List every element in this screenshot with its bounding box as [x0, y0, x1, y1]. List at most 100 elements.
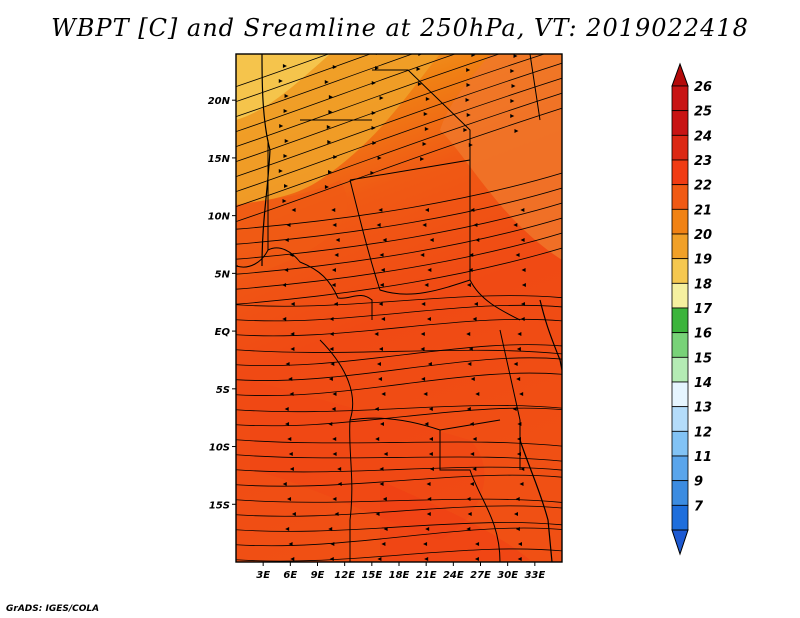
streamline — [236, 439, 562, 447]
lat-tick-label: 15N — [208, 154, 231, 165]
streamline-arrow — [379, 482, 384, 486]
streamline-arrow — [381, 392, 386, 396]
streamline-arrow — [332, 392, 337, 396]
streamline-arrow — [290, 557, 295, 561]
streamline-arrow — [383, 527, 388, 531]
streamline-arrow — [284, 407, 289, 411]
streamline-arrow — [331, 268, 336, 272]
streamline-arrow — [376, 223, 381, 227]
streamline-arrow — [521, 283, 526, 287]
streamline — [236, 349, 562, 355]
streamline-arrow — [465, 23, 469, 27]
streamline-arrow — [466, 8, 470, 12]
streamline-arrow — [424, 557, 429, 561]
streamline-arrow — [381, 317, 386, 321]
streamline-arrow — [466, 113, 471, 117]
streamline — [236, 187, 562, 245]
streamline-arrow — [467, 362, 472, 366]
streamline-arrow — [329, 347, 334, 351]
streamline-arrow — [331, 283, 336, 287]
streamline-arrow — [371, 111, 376, 115]
streamline-arrow — [466, 283, 471, 287]
streamline — [236, 357, 562, 381]
streamline-arrow — [283, 154, 288, 158]
streamline-arrow — [422, 142, 427, 146]
colorbar-segment — [671, 110, 689, 136]
lat-tick-label: 5S — [216, 385, 230, 396]
streamline — [236, 247, 562, 305]
streamline-arrow — [472, 317, 477, 321]
lon-tick-label: 3E — [256, 570, 270, 581]
lon-tick-label: 27E — [470, 570, 491, 581]
streamline-arrow — [333, 155, 338, 159]
streamline-arrow — [380, 422, 385, 426]
streamline — [236, 54, 501, 148]
streamline-arrow — [285, 362, 290, 366]
streamline-arrow — [378, 208, 383, 212]
streamline — [236, 474, 562, 487]
streamline-arrow — [423, 542, 428, 546]
streamline — [236, 407, 562, 427]
colorbar-segment — [671, 282, 689, 309]
streamline-arrow — [428, 452, 433, 456]
streamline-arrow — [379, 283, 384, 287]
streamline-arrow — [466, 68, 471, 72]
streamline — [236, 405, 562, 413]
streamline-arrow — [331, 208, 336, 212]
streamline-arrow — [328, 422, 333, 426]
streamline-arrow — [420, 347, 425, 351]
streamline-arrow — [378, 377, 383, 381]
streamline — [236, 304, 562, 322]
streamline-arrow — [520, 467, 525, 471]
streamline-arrow — [426, 482, 431, 486]
streamline-arrow — [472, 437, 477, 441]
coastlines — [236, 54, 562, 562]
colorbar-label: 24 — [694, 129, 712, 144]
streamline-arrow — [470, 377, 475, 381]
streamline-arrow — [466, 497, 471, 501]
streamline-arrow — [382, 238, 387, 242]
colorbar-label: 12 — [694, 425, 712, 440]
streamline-arrow — [521, 268, 526, 272]
colorbar-segment — [671, 504, 689, 531]
streamline-arrow — [424, 422, 429, 426]
streamline — [236, 295, 562, 307]
lat-tick-label: 10N — [208, 212, 231, 223]
streamline-arrow — [331, 407, 336, 411]
streamline-arrow — [378, 302, 383, 306]
streamline-arrow — [465, 98, 470, 102]
streamline-arrow — [427, 362, 432, 366]
streamline — [236, 344, 562, 367]
colorbar-label: 16 — [694, 327, 712, 342]
streamline-arrow — [371, 81, 376, 85]
lat-tick-label: EQ — [215, 327, 231, 338]
streamline-arrow — [424, 208, 429, 212]
streamline-arrow — [283, 109, 288, 113]
lon-tick-label: 12E — [334, 570, 355, 581]
lon-tick-label: 6E — [283, 570, 297, 581]
lon-tick-label: 21E — [416, 570, 437, 581]
streamline-arrow — [469, 38, 473, 42]
streamline-arrow — [289, 467, 294, 471]
streamline-arrow — [472, 467, 477, 471]
streamline-arrow — [425, 527, 430, 531]
streamline-arrow — [426, 512, 431, 516]
streamline-arrow — [428, 407, 433, 411]
colorbar-segment — [671, 381, 689, 408]
streamline-arrow — [287, 497, 292, 501]
streamline-arrow — [284, 94, 289, 98]
colorbar-segment — [671, 233, 689, 260]
streamline-arrow — [333, 302, 338, 306]
streamline-arrow — [332, 223, 337, 227]
streamline-arrow — [328, 170, 333, 174]
streamline-arrow — [374, 66, 379, 70]
colorbar-segment — [671, 455, 689, 482]
streamline-arrow — [468, 347, 473, 351]
streamline-arrow — [463, 128, 468, 132]
streamline-arrow — [517, 332, 522, 336]
streamline-arrow — [334, 253, 339, 257]
streamline-arrow — [337, 482, 342, 486]
streamline-arrow — [420, 37, 424, 41]
streamline — [236, 372, 562, 396]
streamline-arrow — [330, 362, 335, 366]
